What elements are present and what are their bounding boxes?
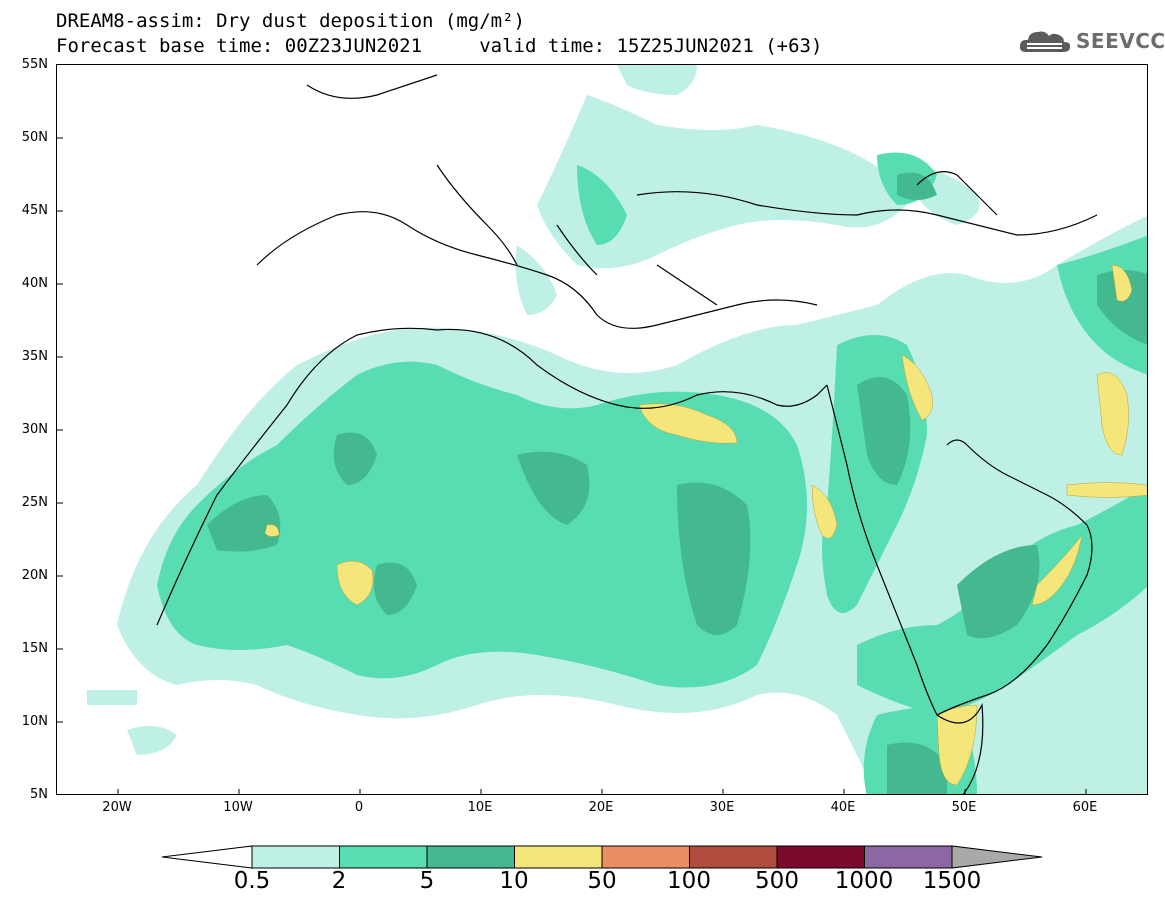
lon-label: 20E [588, 800, 614, 815]
axis-ticks [57, 137, 1087, 794]
lat-label: 15N [21, 641, 48, 656]
logo-text: SEEVCCC [1076, 29, 1165, 53]
colorbar-cell [601, 845, 690, 869]
colorbar-max-arrow [951, 845, 1043, 869]
lat-label: 50N [21, 130, 48, 145]
lat-label: 10N [21, 714, 48, 729]
colorbar-label: 100 [667, 868, 711, 894]
map-area [56, 64, 1148, 795]
lat-label: 25N [21, 495, 48, 510]
colorbar-cell [864, 845, 953, 869]
colorbar [161, 845, 1043, 869]
deposition-10-50 [264, 264, 1147, 786]
forecast-times: Forecast base time: 00Z23JUN2021 valid t… [56, 35, 823, 57]
colorbar-label: 5 [419, 868, 435, 894]
colorbar-cell [251, 845, 340, 869]
map-title: DREAM8-assim: Dry dust deposition (mg/m²… [56, 10, 525, 32]
colorbar-min-arrow [161, 845, 253, 869]
cloud-icon [1019, 31, 1071, 52]
lat-label: 55N [21, 57, 48, 72]
colorbar-cell [776, 845, 865, 869]
lon-label: 10W [223, 800, 253, 815]
colorbar-cells [251, 845, 953, 869]
seevccc-logo: SEEVCCC [1018, 26, 1165, 56]
colorbar-label: 500 [755, 868, 799, 894]
colorbar-cell [339, 845, 428, 869]
colorbar-label: 50 [587, 868, 617, 894]
dust-deposition-map [57, 65, 1147, 794]
lon-label: 0 [354, 800, 364, 815]
lat-label: 40N [21, 276, 48, 291]
lon-label: 60E [1072, 800, 1098, 815]
colorbar-label: 10 [499, 868, 529, 894]
lat-label: 20N [21, 568, 48, 583]
colorbar-cell [689, 845, 778, 869]
lon-label: 40E [830, 800, 856, 815]
colorbar-label: 0.5 [233, 868, 271, 894]
lon-label: 50E [951, 800, 977, 815]
lon-label: 20W [102, 800, 132, 815]
lon-label: 10E [467, 800, 493, 815]
lat-label: 45N [21, 203, 48, 218]
lat-label: 5N [30, 787, 48, 802]
lat-label: 35N [21, 349, 48, 364]
colorbar-cell [514, 845, 603, 869]
lat-label: 30N [21, 422, 48, 437]
colorbar-label: 2 [331, 868, 347, 894]
lon-label: 30E [709, 800, 735, 815]
coastlines [156, 74, 1098, 794]
colorbar-cell [426, 845, 515, 869]
deposition-5-10 [207, 172, 1147, 794]
colorbar-label: 1500 [922, 868, 982, 894]
colorbar-label: 1000 [834, 868, 894, 894]
